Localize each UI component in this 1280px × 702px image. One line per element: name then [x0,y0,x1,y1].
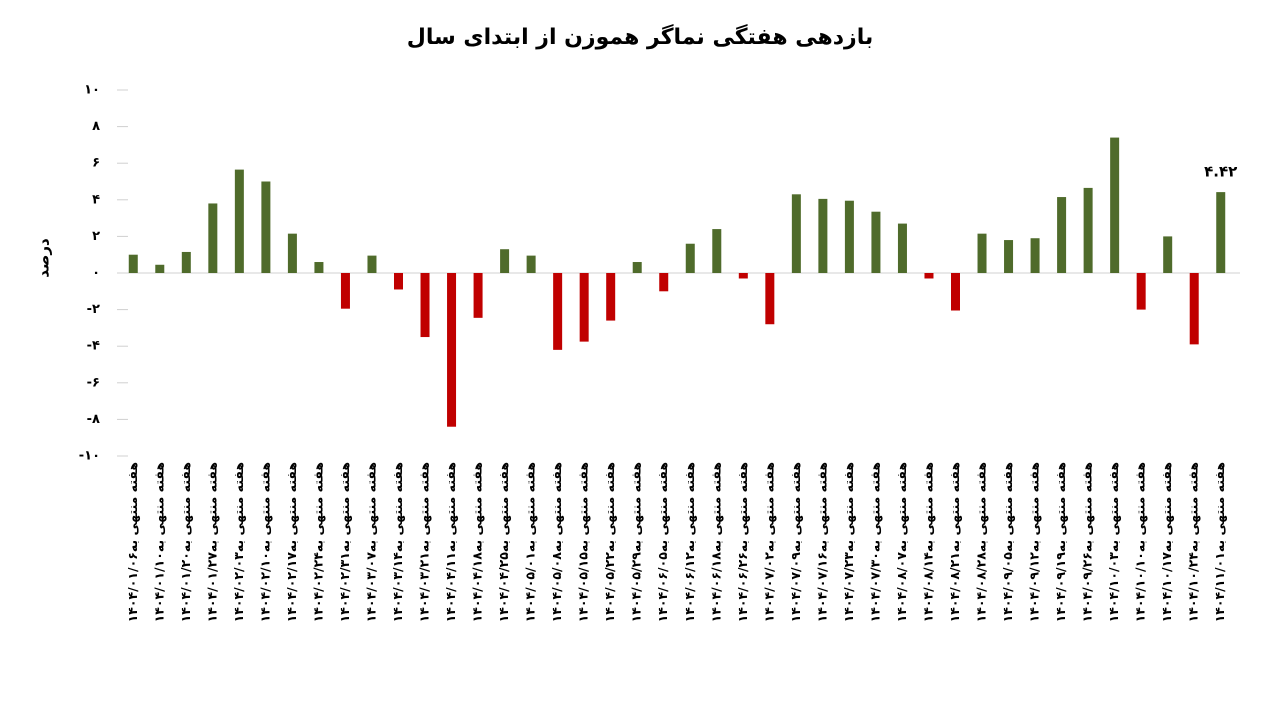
x-tick-label: هفته منتهی به۱۴۰۴/۱۰/۰۳ [1106,462,1121,622]
y-tick-label: -۸ [87,412,100,427]
x-tick-label: هفته منتهی به۱۴۰۴/۰۹/۱۲ [1027,462,1042,622]
bar [314,262,324,273]
bar [1189,273,1199,345]
y-tick-label: -۴ [87,339,100,354]
x-tick-label: هفته منتهی به۱۴۰۴/۰۹/۲۶ [1080,462,1095,622]
bar [394,273,403,290]
y-tick-label: -۱۰ [79,449,100,464]
y-axis-label: درصد [35,238,53,278]
x-tick-label: هفته منتهی به۱۴۰۴/۰۸/۲۱ [947,462,962,622]
x-tick-label: هفته منتهی به۱۴۰۴/۰۷/۳۰ [867,462,882,622]
bar [1004,240,1014,273]
y-tick-label: ۲ [92,229,100,244]
bar [287,233,297,273]
bar [685,243,695,273]
x-tick-label: هفته منتهی به۱۴۰۴/۰۸/۱۴ [920,462,935,622]
bar [579,273,589,342]
bar [712,229,722,273]
x-tick-label: هفته منتهی به۱۴۰۴/۰۶/۲۶ [735,462,750,622]
bar [1030,238,1040,273]
x-tick-label: هفته منتهی به۱۴۰۴/۱۰/۱۷ [1159,462,1174,622]
bar [447,273,457,427]
bar [791,194,801,273]
x-tick-label: هفته منتهی به۱۴۰۴/۰۳/۰۷ [363,462,378,622]
bar [871,211,881,273]
x-tick-label: هفته منتهی به۱۴۰۴/۰۷/۰۲ [761,462,776,622]
bar [606,273,616,321]
x-tick-label: هفته منتهی به۱۴۰۴/۰۵/۲۹ [629,462,644,622]
x-tick-label: هفته منتهی به۱۴۰۴/۰۲/۲۴ [310,462,325,622]
x-tick-label: هفته منتهی به۱۴۰۴/۰۱/۲۷ [204,462,219,622]
x-tick-label: هفته منتهی به۱۴۰۴/۰۵/۲۲ [602,462,617,622]
bar [951,273,960,311]
x-tick-label: هفته منتهی به۱۴۰۴/۱۱/۰۱ [1212,462,1227,622]
x-tick-label: هفته منتهی به۱۴۰۴/۰۳/۲۱ [417,462,432,622]
x-tick-label: هفته منتهی به۱۴۰۴/۰۲/۱۷ [284,462,299,622]
bar [553,273,563,350]
x-tick-label: هفته منتهی به۱۴۰۴/۰۵/۰۸ [549,462,564,622]
y-tick-label: -۲ [87,302,100,317]
x-tick-label: هفته منتهی به۱۴۰۴/۰۶/۰۵ [655,462,670,622]
bar [1057,197,1067,273]
bar [897,223,907,273]
bar [155,264,165,273]
x-tick-label: هفته منتهی به۱۴۰۴/۰۱/۱۰ [151,462,166,622]
x-tick-label: هفته منتهی به۱۴۰۴/۰۱/۲۰ [178,462,193,622]
y-tick-label: ۴ [92,192,100,207]
x-tick-label: هفته منتهی به۱۴۰۴/۰۹/۰۵ [1000,462,1015,622]
bar [340,273,350,309]
bar [526,255,536,273]
x-tick-label: هفته منتهی به۱۴۰۴/۰۴/۱۱ [443,462,458,622]
bar [367,255,377,273]
x-tick-label: هفته منتهی به۱۴۰۴/۱۰/۱۰ [1133,462,1148,622]
x-tick-label: هفته منتهی به۱۴۰۴/۰۵/۱۵ [576,462,591,622]
bar [1216,192,1226,273]
bar [208,203,218,273]
x-tick-label: هفته منتهی به۱۴۰۴/۱۰/۲۴ [1186,462,1201,622]
x-tick-label: هفته منتهی به۱۴۰۴/۰۲/۱۰ [257,462,272,622]
x-tick-label: هفته منتهی به۱۴۰۴/۰۲/۰۳ [231,462,246,622]
bar [261,181,271,273]
x-tick-label: هفته منتهی به۱۴۰۴/۰۷/۱۶ [814,462,829,622]
x-tick-label: هفته منتهی به۱۴۰۴/۰۵/۰۱ [523,462,538,622]
y-tick-label: ۶ [92,156,100,171]
y-tick-label: ۰ [92,266,100,281]
y-tick-label: ۱۰ [84,83,100,98]
x-tick-label: هفته منتهی به۱۴۰۴/۰۸/۲۸ [974,462,989,622]
bar [924,273,934,279]
data-label: ۴.۴۲ [1204,163,1237,181]
bar [632,262,642,273]
x-tick-label: هفته منتهی به۱۴۰۴/۰۶/۱۸ [708,462,723,622]
x-tick-label: هفته منتهی به۱۴۰۴/۰۷/۲۳ [841,462,856,622]
x-tick-label: هفته منتهی به۱۴۰۴/۰۴/۱۸ [470,462,485,622]
bar [765,273,775,325]
x-tick-label: هفته منتهی به۱۴۰۴/۰۲/۳۱ [337,462,352,622]
bar [844,200,854,273]
bar [1110,137,1120,273]
bar [818,198,828,273]
x-tick-label: هفته منتهی به۱۴۰۴/۰۱/۰۶ [125,462,140,622]
bar [1136,273,1146,310]
bar [1083,187,1093,273]
x-tick-label: هفته منتهی به۱۴۰۴/۰۸/۰۷ [894,462,909,622]
bar [659,273,669,292]
x-tick-label: هفته منتهی به۱۴۰۴/۰۶/۱۲ [682,462,697,622]
x-tick-label: هفته منتهی به۱۴۰۴/۰۴/۲۵ [496,462,511,622]
x-tick-label: هفته منتهی به۱۴۰۴/۰۷/۰۹ [788,462,803,622]
bar [738,273,748,279]
y-tick-label: ۸ [92,119,100,134]
bar [1163,236,1173,273]
bar [234,169,244,273]
bar [420,273,430,338]
bar [128,254,138,273]
y-tick-label: -۶ [87,375,100,390]
bar [977,233,987,273]
bar [473,273,483,318]
bar [500,249,510,273]
bar [181,251,191,273]
x-tick-label: هفته منتهی به۱۴۰۴/۰۹/۱۹ [1053,462,1068,622]
x-tick-label: هفته منتهی به۱۴۰۴/۰۳/۱۴ [390,462,405,622]
chart-title: بازدهی هفتگی نماگر هموزن از ابتدای سال [407,23,873,50]
